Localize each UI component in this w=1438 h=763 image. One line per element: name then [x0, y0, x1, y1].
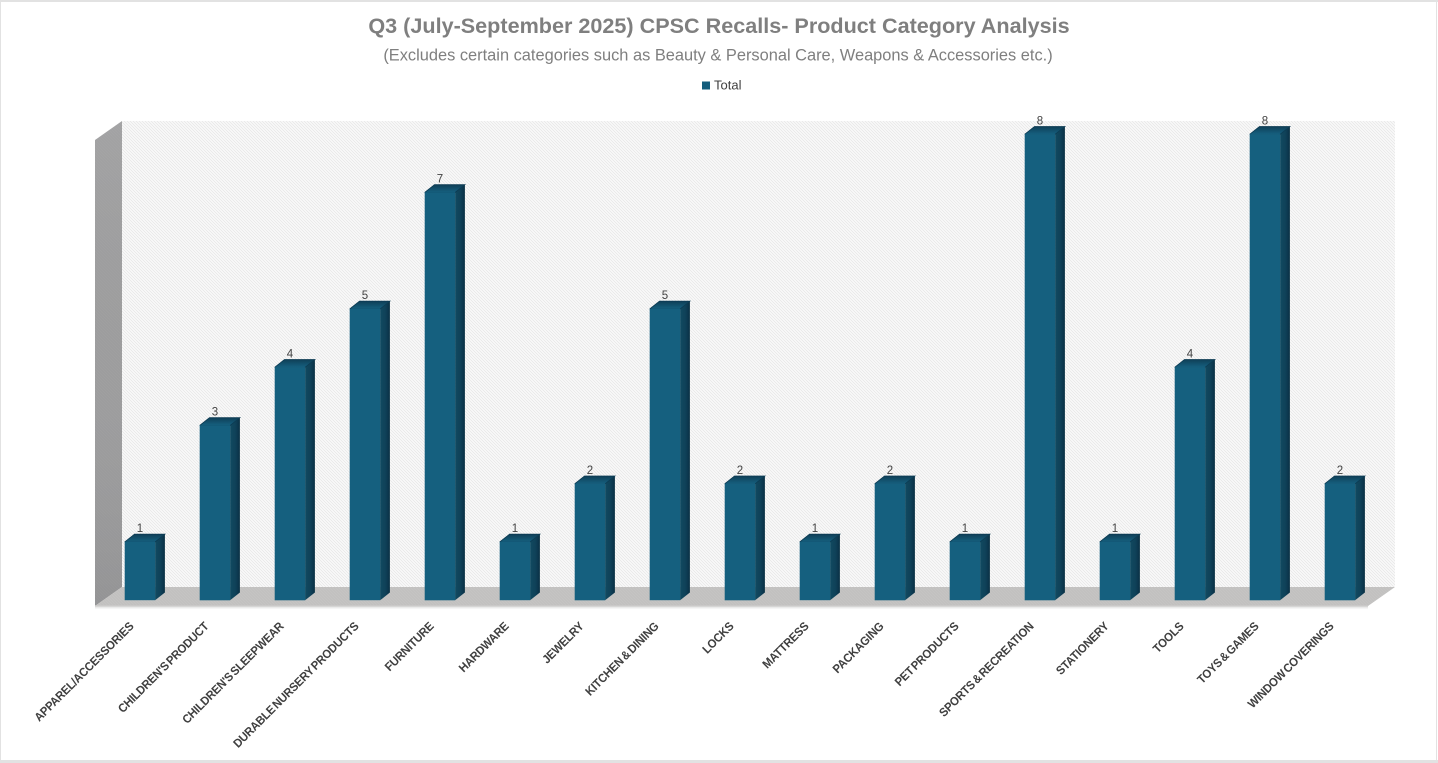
svg-text:2: 2 [587, 465, 593, 477]
svg-text:2: 2 [1337, 465, 1343, 477]
svg-text:1: 1 [812, 523, 818, 535]
svg-text:3: 3 [212, 407, 218, 419]
svg-text:4: 4 [1187, 348, 1194, 360]
svg-text:1: 1 [512, 523, 518, 535]
svg-text:Q3 (July-September 2025) CPSC: Q3 (July-September 2025) CPSC Recalls- P… [368, 13, 1069, 38]
svg-text:2: 2 [737, 465, 743, 477]
svg-text:8: 8 [1262, 115, 1268, 127]
svg-text:5: 5 [362, 290, 368, 302]
svg-text:5: 5 [662, 290, 668, 302]
svg-text:7: 7 [437, 174, 443, 186]
svg-text:1: 1 [1112, 523, 1118, 535]
svg-text:1: 1 [137, 523, 143, 535]
svg-text:4: 4 [287, 348, 294, 360]
svg-text:2: 2 [887, 465, 893, 477]
svg-text:1: 1 [962, 523, 968, 535]
svg-text:8: 8 [1037, 115, 1043, 127]
svg-text:Total: Total [714, 78, 742, 93]
svg-text:(Excludes certain categories s: (Excludes certain categories such as Bea… [383, 47, 1052, 65]
